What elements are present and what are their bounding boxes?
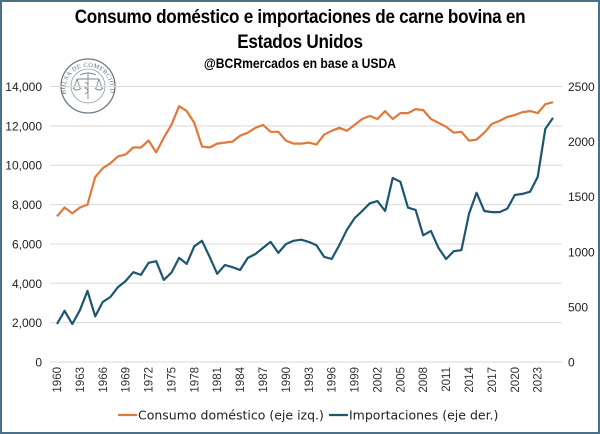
x-tick-label: 1996 bbox=[327, 367, 339, 393]
y-right-tick-label: 2000 bbox=[568, 135, 595, 149]
x-tick-label: 1975 bbox=[166, 367, 178, 393]
x-tick-label: 1981 bbox=[212, 367, 224, 393]
x-tick-label: 1966 bbox=[98, 367, 110, 393]
y-left-tick-label: 8,000 bbox=[12, 198, 42, 212]
x-tick-label: 1993 bbox=[304, 367, 316, 393]
x-tick-label: 1969 bbox=[121, 367, 133, 393]
chart-title-line2: Estados Unidos bbox=[237, 32, 363, 53]
y-right-tick-label: 1000 bbox=[568, 245, 595, 259]
x-tick-label: 2002 bbox=[372, 367, 384, 393]
x-tick-label: 2014 bbox=[464, 366, 476, 392]
legend-label-consumo: Consumo doméstico (eje izq.) bbox=[138, 408, 324, 423]
y-left-tick-label: 6,000 bbox=[12, 237, 42, 251]
x-tick-label: 2011 bbox=[441, 367, 453, 392]
y-left-tick-label: 0 bbox=[35, 356, 42, 370]
y-left-tick-label: 12,000 bbox=[5, 119, 42, 133]
x-tick-label: 1960 bbox=[52, 367, 64, 393]
y-left-tick-label: 10,000 bbox=[5, 159, 42, 173]
y-right-tick-label: 2500 bbox=[568, 80, 595, 94]
caduceus-scales-icon bbox=[72, 72, 104, 99]
legend-label-importaciones: Importaciones (eje der.) bbox=[349, 408, 498, 423]
x-tick-label: 1999 bbox=[350, 367, 362, 393]
y-left-tick-label: 2,000 bbox=[12, 316, 42, 330]
legend: Consumo doméstico (eje izq.) Importacion… bbox=[118, 408, 498, 423]
y-left-tick-label: 4,000 bbox=[12, 277, 42, 291]
x-tick-label: 2023 bbox=[533, 367, 545, 393]
chart-subtitle: @BCRmercados en base a USDA bbox=[203, 56, 397, 71]
x-tick-label: 2008 bbox=[418, 367, 430, 393]
x-tick-label: 2005 bbox=[395, 367, 407, 393]
chart-title-line1: Consumo doméstico e importaciones de car… bbox=[74, 7, 526, 28]
y-left-tick-label: 14,000 bbox=[5, 80, 42, 94]
series-line-importaciones bbox=[56, 117, 554, 326]
x-tick-label: 1972 bbox=[144, 367, 156, 393]
x-tick-label: 1978 bbox=[189, 367, 201, 393]
x-tick-label: 1963 bbox=[75, 367, 87, 393]
x-tick-label: 2020 bbox=[510, 367, 522, 393]
series-line-consumo bbox=[56, 101, 554, 218]
y-right-tick-label: 0 bbox=[568, 356, 575, 370]
x-tick-label: 1984 bbox=[235, 366, 247, 392]
y-right-tick-label: 500 bbox=[568, 300, 588, 314]
y-right-tick-label: 1500 bbox=[568, 190, 595, 204]
x-tick-label: 1990 bbox=[281, 367, 293, 393]
bcr-logo: BOLSA DE COMERCIO DE ROSARIO bbox=[58, 53, 116, 114]
x-tick-label: 2017 bbox=[487, 367, 499, 393]
x-tick-label: 1987 bbox=[258, 367, 270, 393]
